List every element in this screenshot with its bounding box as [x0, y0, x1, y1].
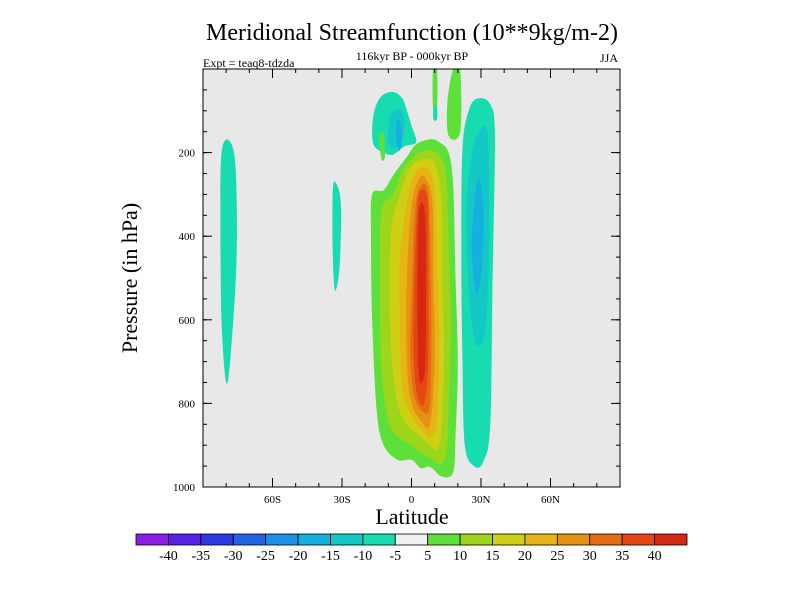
- colorbar-label: -10: [354, 549, 373, 564]
- y-tick-label: 600: [179, 315, 196, 327]
- colorbar-label: 30: [583, 549, 597, 564]
- contour-upper-tail-left: [446, 69, 462, 140]
- colorbar-box: [492, 533, 526, 546]
- y-tick-label: 1000: [173, 482, 196, 494]
- x-tick-label: 60N: [541, 494, 560, 506]
- colorbar-label: -30: [224, 549, 243, 564]
- colorbar-box: [362, 533, 396, 546]
- contour-negative-cell-north-20: [471, 177, 484, 295]
- contour-positive-cell-40: [417, 202, 426, 384]
- x-tick-label: 30S: [333, 494, 350, 506]
- experiment-label: Expt = teaq8-tdzda: [203, 56, 295, 70]
- colorbar-box: [232, 533, 267, 546]
- y-tick-label: 800: [179, 398, 196, 410]
- axes-group: 60S 30S 0 30N 60N 200 400 600 800 1000: [173, 68, 621, 506]
- colorbar-box: [654, 533, 688, 546]
- colorbar-box: [200, 533, 234, 546]
- contour-negative-small-south: [220, 139, 237, 384]
- chart-subtitle: 116kyr BP - 000kyr BP: [356, 49, 469, 63]
- colorbar-box: [135, 533, 169, 546]
- contour-negative-cell-upper-20: [396, 119, 403, 151]
- contour-upper-tail-mid: [432, 69, 438, 112]
- colorbar-label: 20: [518, 549, 532, 564]
- colorbar-box: [524, 533, 558, 546]
- colorbar-label: 10: [453, 549, 467, 564]
- colorbar-label: -25: [256, 549, 275, 564]
- season-label: JJA: [600, 51, 618, 65]
- colorbar-label: -5: [389, 549, 401, 564]
- contour-plot-area: [203, 69, 620, 487]
- colorbar-label: 25: [550, 549, 564, 564]
- colorbar-box: [556, 533, 591, 546]
- x-axis-label: Latitude: [375, 504, 448, 529]
- contour-regions: [220, 69, 495, 478]
- colorbar-box: [427, 533, 461, 546]
- contour-upper-tail-mid-neg: [433, 105, 438, 121]
- colorbar-label: -20: [289, 549, 308, 564]
- contour-positive-left-sliver: [379, 131, 385, 161]
- colorbar-box: [168, 533, 202, 546]
- contour-negative-small-mid: [332, 181, 342, 291]
- colorbar-box: [297, 533, 331, 546]
- x-tick-label: 0: [409, 494, 415, 506]
- colorbar-label: -40: [159, 549, 178, 564]
- y-tick-label: 400: [179, 231, 196, 243]
- colorbar-box: [330, 533, 364, 546]
- colorbar: -40 -35 -30 -25 -20 -15 -10 -5 5 10 15 20 25 30 35 40: [135, 533, 688, 564]
- colorbar-box: [459, 533, 493, 546]
- y-axis-label: Pressure (in hPa): [117, 203, 142, 353]
- colorbar-label: 40: [648, 549, 662, 564]
- x-tick-label: 60S: [264, 494, 281, 506]
- colorbar-box: [265, 533, 299, 546]
- colorbar-box: [394, 533, 429, 546]
- colorbar-label: 15: [486, 549, 500, 564]
- colorbar-label: 5: [424, 549, 431, 564]
- colorbar-label: 35: [615, 549, 629, 564]
- y-tick-label: 200: [179, 148, 196, 160]
- x-tick-label: 30N: [472, 494, 491, 506]
- chart-title: Meridional Streamfunction (10**9kg/m-2): [206, 20, 618, 46]
- colorbar-label: -35: [191, 549, 210, 564]
- colorbar-box: [621, 533, 655, 546]
- colorbar-label: -15: [321, 549, 340, 564]
- colorbar-box: [589, 533, 623, 546]
